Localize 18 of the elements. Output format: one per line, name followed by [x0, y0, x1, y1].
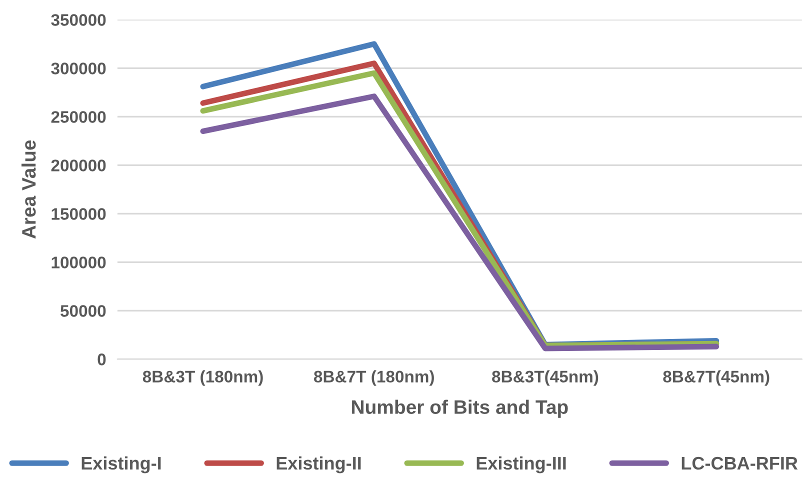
y-tick-label: 250000 [51, 111, 106, 123]
legend-label: Existing-II [276, 456, 361, 474]
legend-label: Existing-III [476, 456, 566, 474]
y-tick-label: 200000 [51, 160, 106, 172]
legend-label: Existing-I [82, 456, 161, 474]
y-tick-label: 150000 [52, 208, 106, 220]
x-tick-label: 8B&7T(45nm) [663, 370, 770, 386]
y-tick-label: 350000 [51, 14, 106, 26]
y-axis-title: Area Value [21, 140, 36, 239]
x-tick-label: 8B&3T (180nm) [142, 370, 263, 386]
legend-label: LC-CBA-RFIR [682, 456, 798, 470]
y-tick-label: 0 [98, 354, 106, 366]
y-tick-label: 100000 [52, 256, 106, 268]
x-tick-label: 8B&7T (180nm) [314, 370, 434, 386]
x-tick-label: 8B&3T(45nm) [492, 370, 598, 386]
y-tick-label: 300000 [51, 62, 106, 74]
x-axis-title: Number of Bits and Tap [352, 400, 568, 418]
y-tick-label: 50000 [60, 305, 106, 317]
